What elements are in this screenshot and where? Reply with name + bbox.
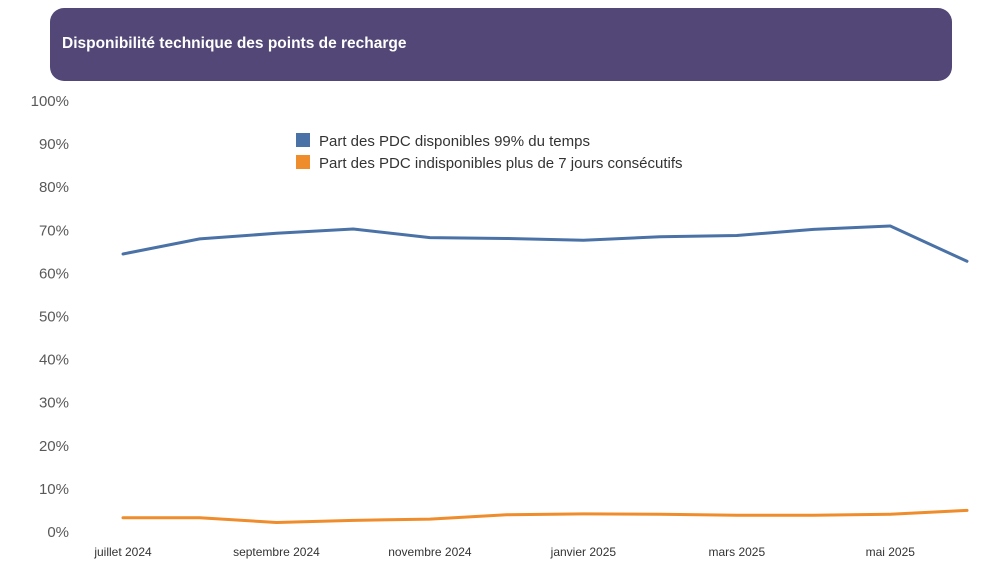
y-tick-label: 30% xyxy=(39,395,69,412)
legend-label-2: Part des PDC indisponibles plus de 7 jou… xyxy=(319,155,683,172)
x-tick-label: mars 2025 xyxy=(708,545,765,559)
legend-label-1: Part des PDC disponibles 99% du temps xyxy=(319,133,590,150)
y-tick-label: 40% xyxy=(39,352,69,369)
legend-swatch-2 xyxy=(296,155,310,169)
x-tick-label: juillet 2024 xyxy=(93,545,152,559)
series-line-1 xyxy=(121,224,969,263)
legend-swatch-1 xyxy=(296,133,310,147)
y-tick-label: 90% xyxy=(39,136,69,153)
legend: Part des PDC disponibles 99% du temps Par… xyxy=(296,133,683,172)
x-tick-label: septembre 2024 xyxy=(233,545,320,559)
x-axis: juillet 2024 septembre 2024 novembre 2024 j… xyxy=(93,545,915,559)
y-tick-label: 0% xyxy=(47,524,69,541)
x-tick-label: mai 2025 xyxy=(866,545,916,559)
y-tick-label: 50% xyxy=(39,309,69,326)
y-tick-label: 10% xyxy=(39,481,69,498)
y-tick-label: 80% xyxy=(39,179,69,196)
chart-title: Disponibilité technique des points de re… xyxy=(62,34,407,52)
x-tick-label: janvier 2025 xyxy=(550,545,617,559)
y-tick-label: 70% xyxy=(39,222,69,239)
y-axis: 0% 10% 20% 30% 40% 50% 60% 70% 80% 90% 100% xyxy=(31,93,69,541)
y-tick-label: 20% xyxy=(39,438,69,455)
y-tick-label: 60% xyxy=(39,265,69,282)
y-tick-label: 100% xyxy=(31,93,69,110)
series-line-2 xyxy=(121,508,969,524)
series-lines xyxy=(121,224,969,524)
chart-title-banner: Disponibilité technique des points de re… xyxy=(50,8,952,81)
x-tick-label: novembre 2024 xyxy=(388,545,472,559)
